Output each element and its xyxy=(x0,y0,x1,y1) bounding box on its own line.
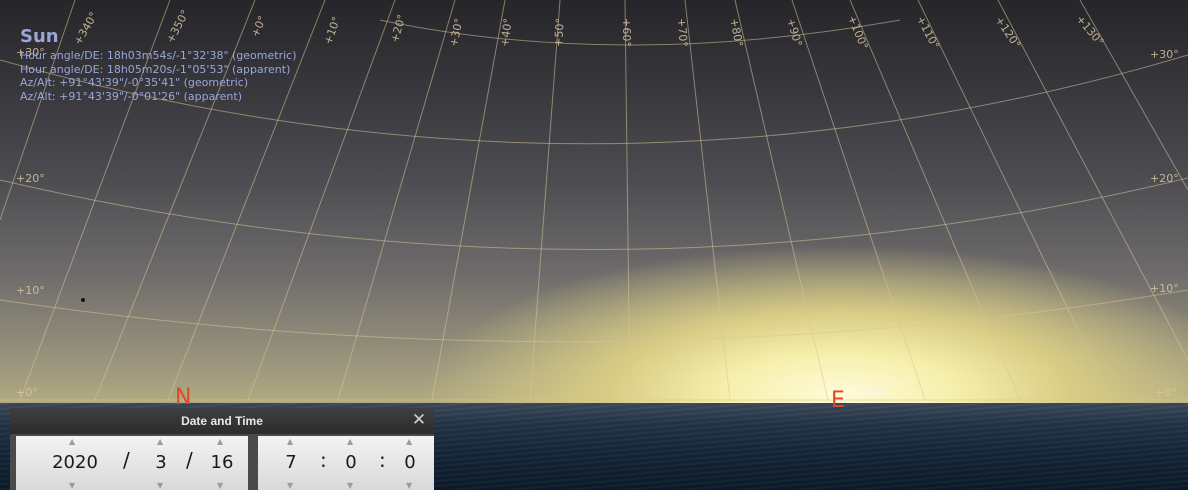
az-line xyxy=(849,0,1021,401)
az-line xyxy=(247,0,396,401)
az-line xyxy=(997,0,1188,361)
az-line xyxy=(19,0,171,401)
day-up-icon[interactable]: ▲ xyxy=(217,437,224,446)
time-separator: : xyxy=(379,448,386,472)
second-field[interactable]: 0 xyxy=(404,452,416,473)
date-field-group: ▲ ▼ 2020 / ▲ ▼ 3 / ▲ ▼ 16 xyxy=(16,436,248,490)
hour-up-icon[interactable]: ▲ xyxy=(287,437,294,446)
dialog-title: Date and Time xyxy=(181,414,263,428)
year-down-icon[interactable]: ▼ xyxy=(69,481,76,490)
az-alt-geometric: Az/Alt: +91°43'39"/-0°35'41" (geometric) xyxy=(20,76,249,89)
second-up-icon[interactable]: ▲ xyxy=(406,437,413,446)
time-separator: : xyxy=(320,448,327,472)
alt-label: +20° xyxy=(16,172,45,185)
az-line xyxy=(337,0,456,401)
hour-angle-apparent: Hour angle/DE: 18h05m20s/-1°05'53" (appa… xyxy=(20,62,291,76)
dialog-title-bar[interactable]: Date and Time ✕ xyxy=(10,408,434,434)
az-line xyxy=(431,0,506,401)
year-up-icon[interactable]: ▲ xyxy=(69,437,76,446)
alt-circle-20 xyxy=(0,177,1188,250)
hour-down-icon[interactable]: ▼ xyxy=(287,481,294,490)
az-alt-apparent: Az/Alt: +91°43'39"/-0°01'26" (apparent) xyxy=(20,89,243,103)
az-line xyxy=(917,0,1113,401)
month-up-icon[interactable]: ▲ xyxy=(157,437,164,446)
date-separator: / xyxy=(186,448,193,472)
minute-up-icon[interactable]: ▲ xyxy=(347,437,354,446)
az-line xyxy=(94,0,256,401)
month-down-icon[interactable]: ▼ xyxy=(157,481,164,490)
alt-label: +0° xyxy=(16,386,38,399)
az-label: +70° xyxy=(674,17,690,48)
alt-label: +30° xyxy=(1150,48,1179,61)
date-time-dialog: Date and Time ✕ ▲ ▼ 2020 / ▲ ▼ 3 / ▲ ▼ 1… xyxy=(10,408,434,490)
object-name: Sun xyxy=(20,26,59,47)
object-info-panel: Sun Hour angle/DE: 18h03m54s/-1°32'38" (… xyxy=(20,26,296,103)
alt-circle-40 xyxy=(379,19,901,46)
alt-label: +10° xyxy=(1150,282,1179,295)
close-icon[interactable]: ✕ xyxy=(411,410,427,430)
minute-field[interactable]: 0 xyxy=(345,452,357,473)
az-line xyxy=(684,0,731,401)
alt-circle-10 xyxy=(0,289,1188,343)
minute-down-icon[interactable]: ▼ xyxy=(347,481,354,490)
alt-label: +10° xyxy=(16,284,45,297)
az-line xyxy=(1079,0,1188,191)
alt-label: +20° xyxy=(1150,172,1179,185)
hour-field[interactable]: 7 xyxy=(285,452,297,473)
az-label: +50° xyxy=(551,17,567,48)
az-line xyxy=(0,0,76,221)
second-down-icon[interactable]: ▼ xyxy=(406,481,413,490)
az-line xyxy=(529,0,561,401)
compass-east: E xyxy=(831,388,845,413)
az-line xyxy=(734,0,829,401)
year-field[interactable]: 2020 xyxy=(52,452,98,473)
sun-label[interactable]: Sun xyxy=(861,383,882,396)
compass-north: N xyxy=(175,385,192,410)
alt-label: +0° xyxy=(1155,386,1177,399)
star-dot[interactable] xyxy=(81,298,85,302)
az-label: +60° xyxy=(619,18,633,47)
time-field-group: ▲ ▼ 7 : ▲ ▼ 0 : ▲ ▼ 0 xyxy=(258,436,434,490)
az-line xyxy=(167,0,326,401)
day-field[interactable]: 16 xyxy=(210,452,234,473)
alt-circle-30 xyxy=(0,54,1188,145)
az-line xyxy=(624,0,631,401)
az-line xyxy=(791,0,926,401)
alt-label: +30° xyxy=(16,46,45,59)
day-down-icon[interactable]: ▼ xyxy=(217,481,224,490)
hour-angle-geometric: Hour angle/DE: 18h03m54s/-1°32'38" (geom… xyxy=(20,49,297,62)
date-separator: / xyxy=(123,448,130,472)
month-field[interactable]: 3 xyxy=(155,452,167,473)
